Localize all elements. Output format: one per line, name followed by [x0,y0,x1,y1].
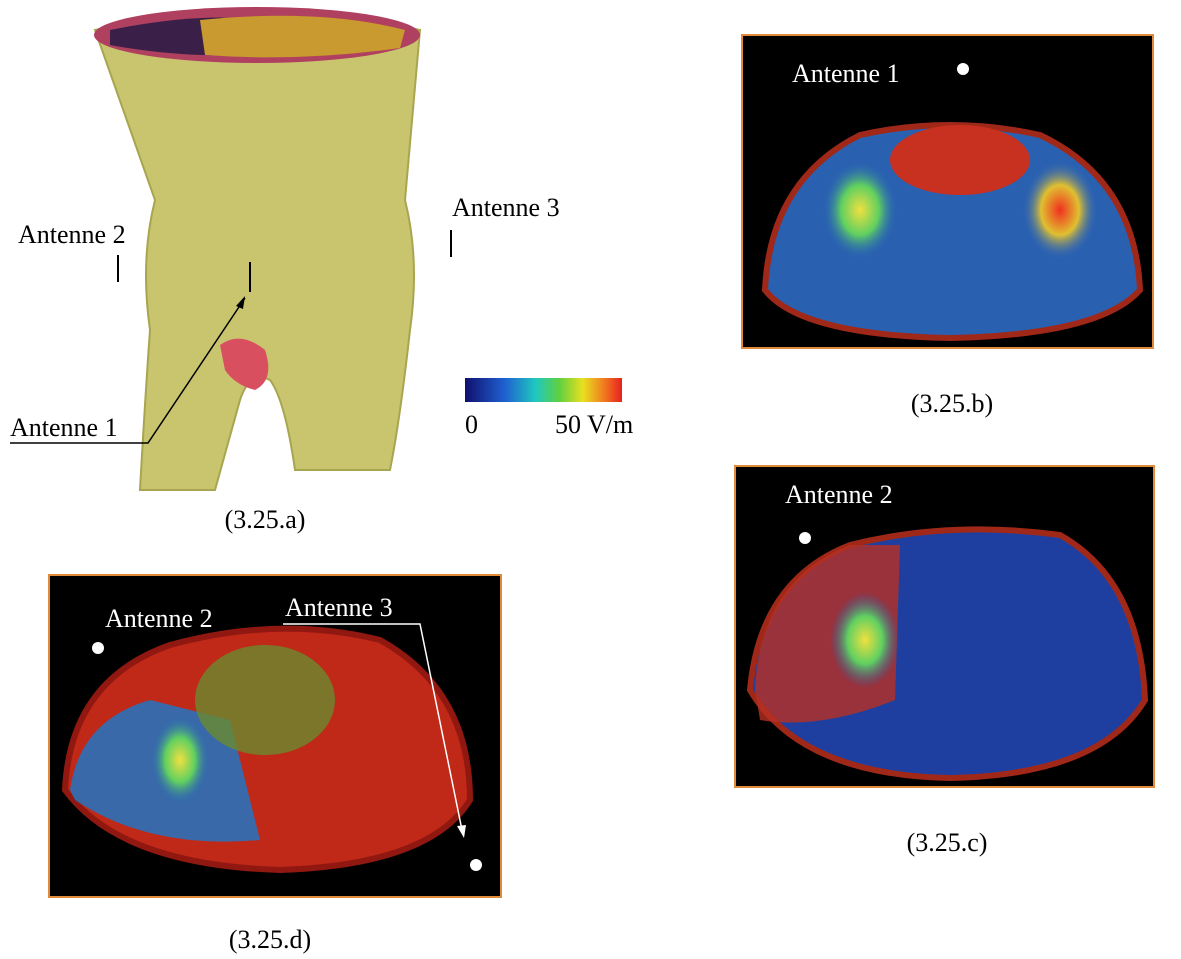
leader-line [10,297,246,444]
panel-c: Antenne 2 (3.25.c) [734,465,1155,857]
panel-d: Antenne 2 Antenne 3 (3.25.d) [48,574,502,954]
antenna-dot [470,859,482,871]
antenna-label: Antenne 1 [10,413,118,442]
colorbar-max-label: 50 V/m [555,410,633,439]
torso-top-organs [200,15,405,58]
caption: (3.25.d) [229,925,311,954]
panel-b: Antenne 1 (3.25.b) [741,34,1154,418]
colorbar [465,378,622,402]
antenna-label: Antenne 3 [285,593,393,622]
arrowhead [457,825,466,838]
caption: (3.25.b) [911,389,993,418]
field-region [195,645,335,755]
field-region [822,160,898,260]
colorbar-min-label: 0 [465,410,478,439]
genitals [220,338,269,390]
antenna-label: Antenne 2 [785,480,893,509]
caption: (3.25.c) [907,828,988,857]
field-region [890,125,1030,195]
field-region [150,715,210,805]
torso [93,11,422,491]
field-region [1022,160,1098,260]
caption: (3.25.a) [225,505,306,534]
leader-line [283,623,464,836]
antenna-label: Antenne 3 [452,193,560,222]
panel-a: Antenne 1 Antenne 2 Antenne 3 0 50 V/m (… [10,7,633,534]
antenna-dot [799,532,811,544]
antenna-label: Antenne 2 [105,604,213,633]
antenna-label: Antenne 2 [18,220,126,249]
field-region [830,592,900,688]
antenna-dot [92,642,104,654]
arrowhead [236,296,245,309]
antenna-dot [957,63,969,75]
antenna-label: Antenne 1 [792,59,900,88]
